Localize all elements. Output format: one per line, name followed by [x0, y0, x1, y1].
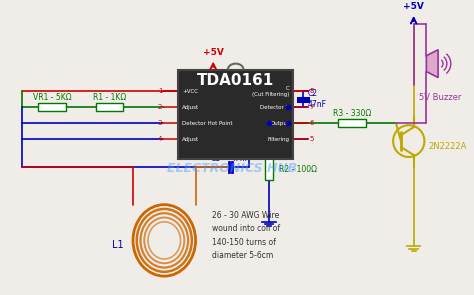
Text: Adjust: Adjust — [182, 105, 199, 110]
Polygon shape — [427, 50, 438, 78]
Text: 4: 4 — [158, 136, 162, 142]
Bar — [38, 103, 65, 111]
Text: Output: Output — [271, 121, 290, 126]
Text: Filtering: Filtering — [267, 137, 290, 142]
Text: 5V Buzzer: 5V Buzzer — [419, 94, 461, 102]
Text: C
(Cut Filtering): C (Cut Filtering) — [252, 86, 290, 97]
Text: Detector Hot Point: Detector Hot Point — [182, 121, 232, 126]
Text: 47nF: 47nF — [308, 100, 327, 109]
Text: 8: 8 — [309, 88, 313, 94]
Text: +5V: +5V — [403, 2, 424, 11]
Text: 26 - 30 AWG Wire
wound into coil of
140-150 turns of
diameter 5-6cm: 26 - 30 AWG Wire wound into coil of 140-… — [212, 211, 280, 260]
Text: R3 - 330Ω: R3 - 330Ω — [333, 109, 371, 118]
Text: 2N2222A: 2N2222A — [428, 142, 467, 150]
Text: 1: 1 — [158, 88, 162, 94]
Text: +VCC: +VCC — [182, 89, 198, 94]
Text: Detector E: Detector E — [260, 105, 290, 110]
Text: 47nF: 47nF — [231, 155, 250, 163]
Text: 3: 3 — [158, 120, 162, 126]
Text: +5V: +5V — [203, 48, 224, 57]
Text: C1: C1 — [211, 155, 221, 163]
Text: Adjust: Adjust — [182, 137, 199, 142]
Text: VR1 - 5KΩ: VR1 - 5KΩ — [33, 93, 71, 102]
Text: 5: 5 — [309, 136, 313, 142]
Text: 6: 6 — [309, 120, 313, 126]
Text: 2: 2 — [158, 104, 162, 110]
Bar — [265, 158, 273, 180]
Text: 7: 7 — [309, 104, 313, 110]
Bar — [338, 119, 366, 127]
Text: ELECTRONICS HUB: ELECTRONICS HUB — [167, 162, 297, 176]
Text: TDA0161: TDA0161 — [197, 73, 274, 88]
Text: R2 - 100Ω: R2 - 100Ω — [279, 165, 317, 174]
Bar — [178, 70, 293, 159]
Text: R1 - 1KΩ: R1 - 1KΩ — [93, 93, 126, 102]
Text: C2: C2 — [308, 89, 318, 98]
Bar — [96, 103, 123, 111]
Text: L1: L1 — [111, 240, 123, 250]
